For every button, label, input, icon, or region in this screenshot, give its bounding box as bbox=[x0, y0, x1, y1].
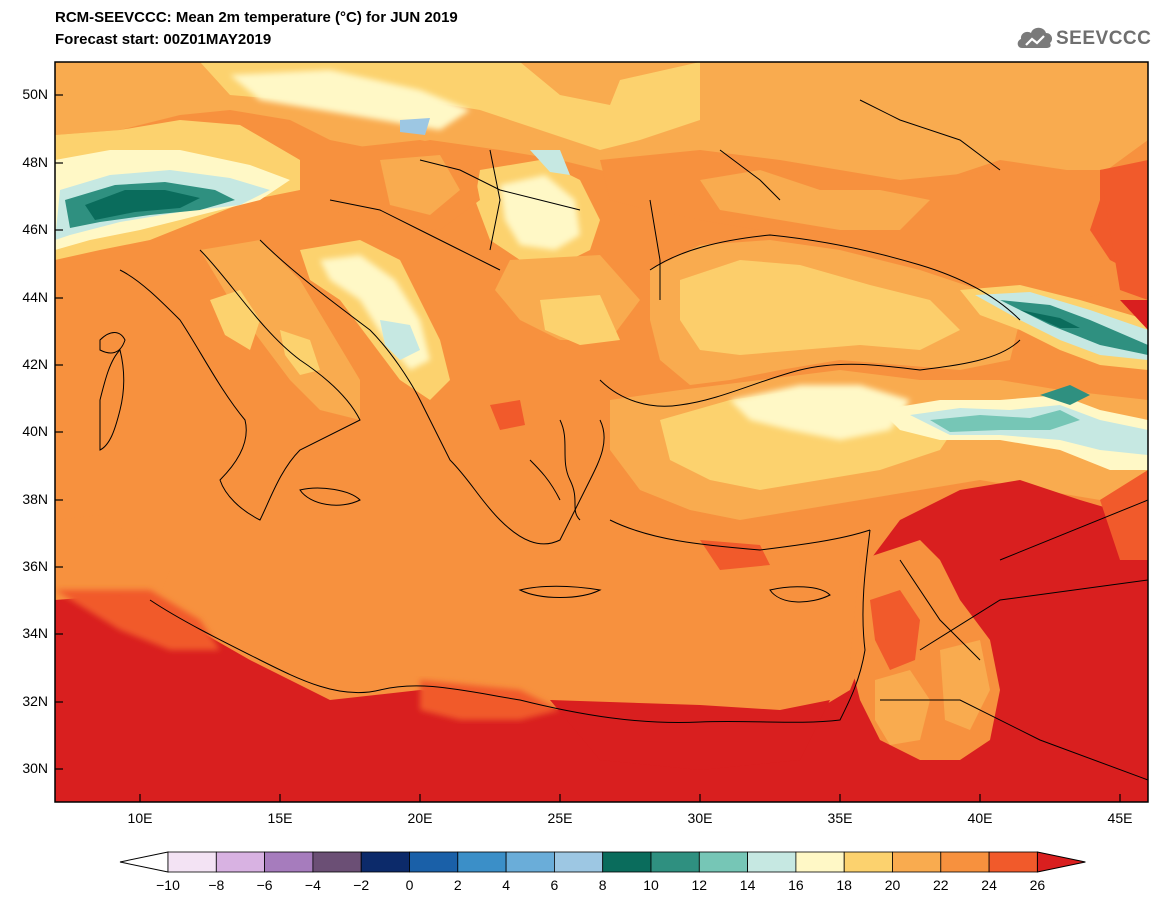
latitude-label: 38N bbox=[22, 491, 48, 507]
latitude-label: 34N bbox=[22, 625, 48, 641]
colorbar-swatch bbox=[602, 851, 652, 873]
colorbar-swatch bbox=[892, 851, 942, 873]
forecast-start-subtitle: Forecast start: 00Z01MAY2019 bbox=[55, 31, 272, 48]
colorbar-label: 16 bbox=[788, 877, 804, 893]
colorbar-label: 26 bbox=[1029, 877, 1046, 893]
seevccc-logo: SEEVCCC bbox=[1016, 20, 1156, 56]
colorbar-swatch bbox=[843, 851, 893, 873]
latitude-label: 30N bbox=[22, 760, 48, 776]
colorbar-label: 14 bbox=[739, 877, 756, 893]
colorbar-label: 8 bbox=[598, 877, 607, 893]
latitude-label: 46N bbox=[22, 221, 48, 237]
logo-text: SEEVCCC bbox=[1056, 28, 1152, 49]
latitude-label: 36N bbox=[22, 558, 48, 574]
colorbar-swatch bbox=[747, 851, 797, 873]
colorbar-swatch bbox=[554, 851, 604, 873]
colorbar-label: 22 bbox=[933, 877, 949, 893]
colorbar-swatch bbox=[457, 851, 507, 873]
longitude-label: 45E bbox=[1107, 810, 1133, 826]
colorbar-swatch bbox=[940, 851, 990, 873]
latitude-label: 40N bbox=[22, 423, 48, 439]
coastlines-and-borders bbox=[99, 99, 1148, 781]
colorbar-label: −10 bbox=[156, 877, 180, 893]
colorbar-swatch bbox=[312, 851, 362, 873]
colorbar-swatch bbox=[264, 851, 314, 873]
lat-ticks bbox=[55, 94, 1121, 802]
colorbar-label: 6 bbox=[550, 877, 559, 893]
colorbar-label: −8 bbox=[208, 877, 225, 893]
latitude-label: 32N bbox=[22, 693, 48, 709]
colorbar-label: −4 bbox=[304, 877, 321, 893]
colorbar-label: 10 bbox=[643, 877, 659, 893]
colorbar-swatch bbox=[505, 851, 555, 873]
longitude-label: 35E bbox=[827, 810, 853, 826]
longitude-label: 15E bbox=[267, 810, 293, 826]
colorbar-swatch bbox=[650, 851, 700, 873]
colorbar-label: 2 bbox=[453, 877, 462, 893]
colorbar-label: 24 bbox=[981, 877, 997, 893]
longitude-label: 10E bbox=[127, 810, 153, 826]
colorbar-swatch bbox=[167, 851, 217, 873]
latitude-label: 42N bbox=[22, 356, 48, 372]
colorbar bbox=[119, 851, 1086, 873]
longitude-label: 40E bbox=[967, 810, 993, 826]
colorbar-label: 12 bbox=[691, 877, 708, 893]
latitude-label: 50N bbox=[22, 86, 48, 102]
colorbar-label: 0 bbox=[405, 877, 414, 893]
latitude-label: 48N bbox=[22, 154, 48, 170]
latitude-label: 44N bbox=[22, 289, 48, 305]
cloud-logo-icon bbox=[1017, 27, 1053, 48]
colorbar-swatch bbox=[409, 851, 459, 873]
chart-title: RCM-SEEVCCC: Mean 2m temperature (°C) fo… bbox=[55, 9, 458, 26]
colorbar-right-extension bbox=[1036, 851, 1086, 873]
colorbar-label: 20 bbox=[884, 877, 901, 893]
colorbar-swatch bbox=[795, 851, 845, 873]
colorbar-label: 4 bbox=[502, 877, 510, 893]
colorbar-swatch bbox=[360, 851, 410, 873]
colorbar-label: 18 bbox=[836, 877, 852, 893]
longitude-label: 25E bbox=[547, 810, 573, 826]
colorbar-swatch bbox=[215, 851, 266, 873]
colorbar-label: −6 bbox=[256, 877, 273, 893]
longitude-label: 20E bbox=[407, 810, 433, 826]
colorbar-label: −2 bbox=[353, 877, 370, 893]
colorbar-swatch bbox=[698, 851, 748, 873]
longitude-label: 30E bbox=[687, 810, 713, 826]
colorbar-swatch bbox=[988, 851, 1038, 873]
temperature-field bbox=[55, 62, 1148, 802]
colorbar-left-extension bbox=[119, 851, 169, 873]
